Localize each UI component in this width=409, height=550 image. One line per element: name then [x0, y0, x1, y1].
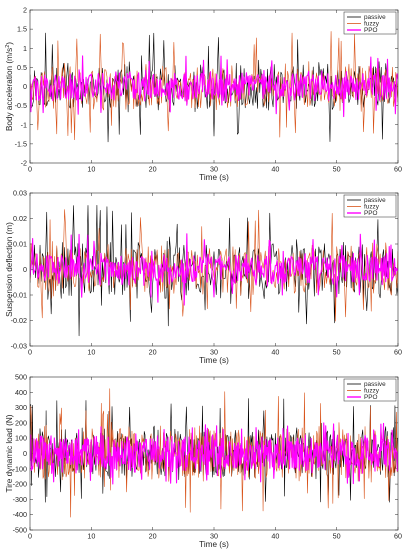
body-acceleration-x-tick-label: 30 — [210, 165, 218, 174]
body-acceleration-y-label-main: Body acceleration (m/s — [5, 48, 14, 131]
body-acceleration-y-tick-label: -1.5 — [15, 139, 27, 148]
suspension-deflection-y-tick-label: 0.02 — [13, 214, 27, 223]
suspension-deflection-x-label: Time (s) — [199, 356, 229, 365]
suspension-deflection-x-tick-label: 30 — [210, 348, 218, 357]
suspension-deflection-chart: 0 10 20 30 40 50 60 -0.03 -0.02 -0.01 0 0.01 0.02 0.0… — [5, 189, 402, 366]
suspension-deflection-x-tick-label: 20 — [149, 348, 157, 357]
body-acceleration-legend-label-fuzzy: fuzzy — [364, 21, 380, 28]
body-acceleration-y-tick-label: -2 — [21, 159, 27, 168]
body-acceleration-series-fuzzy — [30, 31, 398, 140]
tire-dynamic-load-y-tick-label: -100 — [13, 464, 27, 473]
body-acceleration-y-tick-label: -1 — [21, 120, 27, 129]
body-acceleration-chart: 0 10 20 30 40 50 60 -2 -1.5 -1 -0.5 0 0.5 1 1.5 2 Time … — [5, 6, 402, 183]
body-acceleration-x-tick-label: 50 — [333, 165, 341, 174]
tire-dynamic-load-x-tick-label: 40 — [271, 532, 279, 541]
body-acceleration-x-tick-label: 0 — [28, 165, 32, 174]
suspension-deflection-y-tick-label: 0 — [23, 265, 27, 274]
body-acceleration-legend-label-ppo: PPO — [364, 27, 378, 34]
tire-dynamic-load-y-tick-label: -300 — [13, 495, 27, 504]
suspension-deflection-axes-frame — [29, 192, 399, 347]
tire-dynamic-load-y-tick-label: 100 — [15, 434, 27, 443]
tire-dynamic-load-y-tick-label: -400 — [13, 510, 27, 519]
suspension-deflection-y-tick-label: -0.02 — [11, 316, 27, 325]
tire-dynamic-load-y-tick-label: 300 — [15, 403, 27, 412]
suspension-deflection-y-tick-label: -0.03 — [11, 342, 27, 351]
suspension-deflection-legend-label-ppo: PPO — [364, 210, 378, 217]
body-acceleration-traces — [30, 31, 398, 143]
body-acceleration-series-ppo — [30, 55, 398, 118]
body-acceleration-legend: passive fuzzy PPO — [343, 11, 397, 35]
body-acceleration-x-tick-label: 40 — [271, 165, 279, 174]
tire-dynamic-load-y-tick-label: 500 — [15, 373, 27, 382]
tire-dynamic-load-axes-frame — [29, 376, 399, 531]
tire-dynamic-load-y-tick-label: -500 — [13, 526, 27, 535]
body-acceleration-y-tick-label: 1.5 — [17, 25, 27, 34]
tire-dynamic-load-x-label: Time (s) — [199, 540, 229, 549]
body-acceleration-y-tick-label: 0.5 — [17, 63, 27, 72]
body-acceleration-x-tick-label: 20 — [149, 165, 157, 174]
tire-dynamic-load-y-tick-label: -200 — [13, 480, 27, 489]
tire-dynamic-load-x-tick-label: 0 — [28, 532, 32, 541]
body-acceleration-x-tick-label: 60 — [394, 165, 402, 174]
body-acceleration-y-tick-label: 2 — [23, 6, 27, 15]
suspension-deflection-legend-label-passive: passive — [364, 197, 386, 204]
tire-dynamic-load-legend-label-ppo: PPO — [364, 394, 378, 401]
body-acceleration-y-label-close: ) — [5, 42, 14, 45]
suspension-deflection-legend-box — [343, 194, 397, 218]
tire-dynamic-load-chart: 0 10 20 30 40 50 60 -500 -400 -300 -200 -100 0 100 200… — [5, 373, 402, 550]
body-acceleration-x-label: Time (s) — [199, 173, 229, 182]
body-acceleration-x-tick-label: 10 — [87, 165, 95, 174]
body-acceleration-legend-box — [343, 11, 397, 35]
suspension-deflection-series-ppo — [30, 233, 398, 306]
tire-dynamic-load-x-tick-label: 20 — [149, 532, 157, 541]
body-acceleration-y-label: Body acceleration (m/s2) — [5, 42, 14, 131]
suspension-deflection-y-tick-label: -0.01 — [11, 291, 27, 300]
suspension-deflection-x-tick-label: 0 — [28, 348, 32, 357]
tire-dynamic-load-y-tick-label: 200 — [15, 418, 27, 427]
tire-dynamic-load-legend-label-passive: passive — [364, 381, 386, 388]
suspension-deflection-ticks: 0 10 20 30 40 50 60 -0.03 -0.02 -0.01 0 0.01 0.02 0.0… — [11, 189, 402, 357]
suspension-deflection-x-tick-label: 50 — [333, 348, 341, 357]
suspension-deflection-legend: passive fuzzy PPO — [343, 194, 397, 218]
suspension-deflection-x-tick-label: 10 — [87, 348, 95, 357]
body-acceleration-y-tick-label: 0 — [23, 82, 27, 91]
suspension-deflection-y-tick-label: 0.03 — [13, 189, 27, 198]
tire-dynamic-load-x-tick-label: 10 — [87, 532, 95, 541]
tire-dynamic-load-legend-box — [343, 378, 397, 402]
suspension-deflection-legend-label-fuzzy: fuzzy — [364, 204, 380, 211]
body-acceleration-y-tick-label: -0.5 — [15, 101, 27, 110]
tire-dynamic-load-y-tick-label: 0 — [23, 449, 27, 458]
suspension-deflection-y-tick-label: 0.01 — [13, 240, 27, 249]
tire-dynamic-load-x-tick-label: 50 — [333, 532, 341, 541]
tire-dynamic-load-y-label: Tire dynamic load (N) — [5, 414, 14, 492]
tire-dynamic-load-x-tick-label: 30 — [210, 532, 218, 541]
tire-dynamic-load-traces — [30, 388, 398, 518]
body-acceleration-ticks: 0 10 20 30 40 50 60 -2 -1.5 -1 -0.5 0 0.5 1 1.5 2 — [15, 6, 402, 174]
tire-dynamic-load-legend: passive fuzzy PPO — [343, 378, 397, 402]
suspension-deflection-series-fuzzy — [30, 209, 398, 322]
suspension-deflection-x-tick-label: 60 — [394, 348, 402, 357]
body-acceleration-legend-label-passive: passive — [364, 14, 386, 21]
body-acceleration-axes-frame — [29, 9, 399, 164]
tire-dynamic-load-y-tick-label: 400 — [15, 388, 27, 397]
suspension-deflection-y-label: Suspension deflection (m) — [5, 222, 14, 317]
body-acceleration-y-label-superscript: 2 — [5, 45, 11, 48]
suspension-deflection-x-tick-label: 40 — [271, 348, 279, 357]
tire-dynamic-load-x-tick-label: 60 — [394, 532, 402, 541]
tire-dynamic-load-legend-label-fuzzy: fuzzy — [364, 388, 380, 395]
tire-dynamic-load-series-ppo — [30, 422, 398, 485]
suspension-deflection-traces — [30, 205, 398, 337]
body-acceleration-y-tick-label: 1 — [23, 44, 27, 53]
